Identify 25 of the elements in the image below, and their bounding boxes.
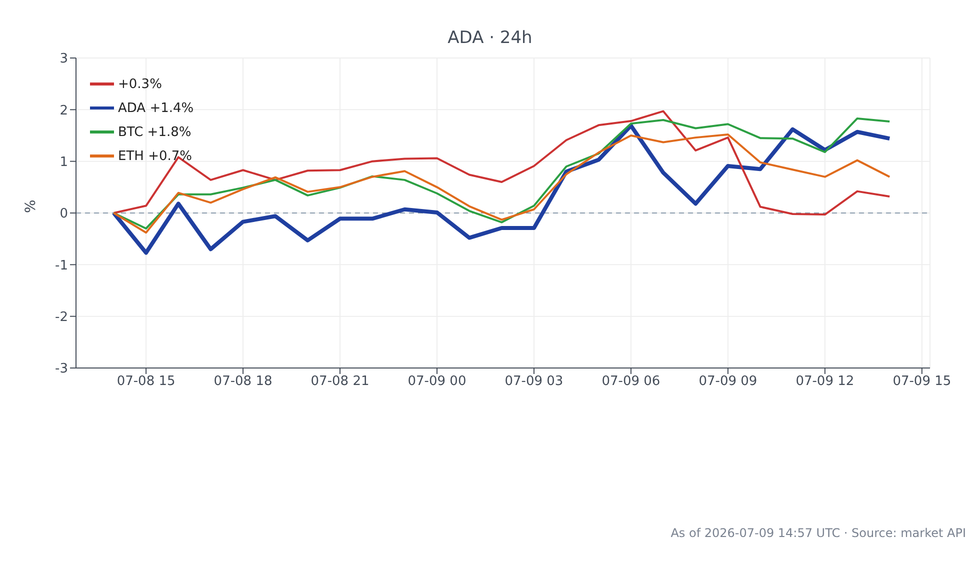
line-series (112, 117, 891, 230)
x-tick-label: 07-09 15 (892, 374, 952, 390)
legend-label: ADA +1.4% (118, 101, 194, 116)
legend-label: BTC +1.8% (118, 125, 192, 140)
y-tick-label: 0 (60, 206, 68, 222)
x-tick-label: 07-09 12 (796, 374, 854, 390)
x-tick-label: 07-09 06 (602, 374, 660, 390)
x-tick-label: 07-08 18 (214, 374, 272, 390)
line-series (112, 124, 892, 255)
text: As of 2026-07-09 14:57 UTC · Source: market API (670, 526, 966, 540)
y-tick-label: 2 (60, 103, 68, 118)
x-tick-label: 07-09 03 (504, 374, 564, 390)
y-tick-label: -2 (55, 310, 68, 325)
x-tick-label: 07-09 00 (408, 374, 466, 390)
legend-label: ETH +0.7% (118, 149, 192, 164)
legend-label: +0.3% (118, 77, 162, 92)
y-tick-label: -1 (55, 258, 68, 274)
y-tick-label: 1 (60, 154, 68, 170)
x-tick-label: 07-09 09 (698, 374, 758, 390)
y-axis-title: % (22, 200, 39, 213)
y-tick-label: -3 (55, 362, 68, 377)
chart-title: ADA · 24h (446, 28, 534, 48)
x-tick-label: 07-08 15 (116, 374, 176, 390)
y-tick-label: 3 (60, 52, 68, 67)
x-tick-label: 07-08 21 (310, 374, 370, 390)
